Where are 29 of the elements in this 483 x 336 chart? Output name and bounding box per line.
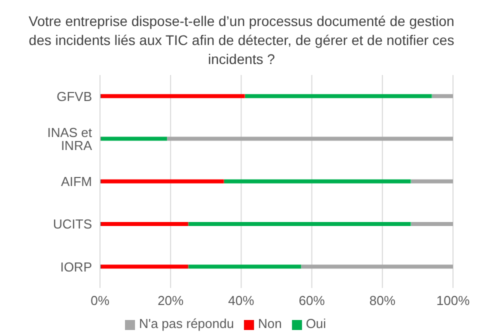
bar [100, 179, 224, 184]
bar [100, 222, 188, 226]
bar [100, 136, 168, 141]
x-tick-label: 100% [436, 293, 470, 308]
legend-label: Oui [306, 316, 326, 331]
bar [410, 179, 453, 184]
x-tick-label: 60% [298, 293, 326, 308]
bar [188, 264, 302, 269]
bar [224, 179, 411, 184]
y-tick-label: GFVB [56, 88, 92, 104]
bar [167, 136, 453, 141]
x-tick-label: 20% [158, 293, 184, 308]
y-tick-label: IORP [60, 259, 92, 274]
bar [410, 222, 453, 226]
bar [301, 264, 453, 269]
x-tick-label: 40% [228, 293, 255, 308]
chart-title: Votre entreprise dispose-t-elle d’un processus documenté de gestion des incidents liés aux TIC afin de détecter, de gérer et de notifier ces incidents ? [28, 12, 456, 69]
y-tick-label: UCITS [53, 216, 92, 232]
bar [100, 94, 245, 98]
x-tick-label: 80% [369, 293, 396, 308]
y-tick-label: AIFM [60, 174, 92, 190]
bar [432, 94, 453, 98]
bar [244, 94, 432, 98]
legend-label: N'a pas répondu [138, 316, 234, 331]
legend-label: Non [258, 316, 282, 331]
x-tick-label: 0% [90, 293, 110, 308]
y-tick-label: INAS et INRA [47, 125, 92, 154]
bar [100, 264, 188, 269]
bar [188, 222, 411, 226]
